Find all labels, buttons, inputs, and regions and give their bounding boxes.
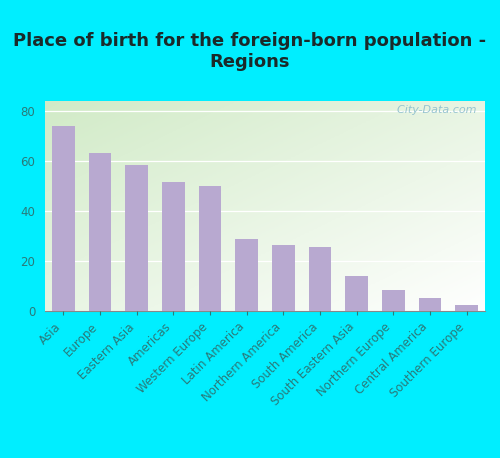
Bar	[236, 239, 258, 311]
Bar	[126, 165, 148, 311]
Text: Place of birth for the foreign-born population -
Regions: Place of birth for the foreign-born popu…	[14, 32, 486, 71]
Bar	[346, 276, 368, 311]
Text: City-Data.com: City-Data.com	[390, 105, 476, 115]
Bar	[456, 305, 478, 311]
Bar	[382, 290, 404, 311]
Bar	[88, 153, 112, 311]
Bar	[162, 182, 184, 311]
Bar	[198, 186, 222, 311]
Bar	[418, 298, 442, 311]
Bar	[52, 126, 74, 311]
Bar	[272, 245, 294, 311]
Bar	[308, 247, 332, 311]
